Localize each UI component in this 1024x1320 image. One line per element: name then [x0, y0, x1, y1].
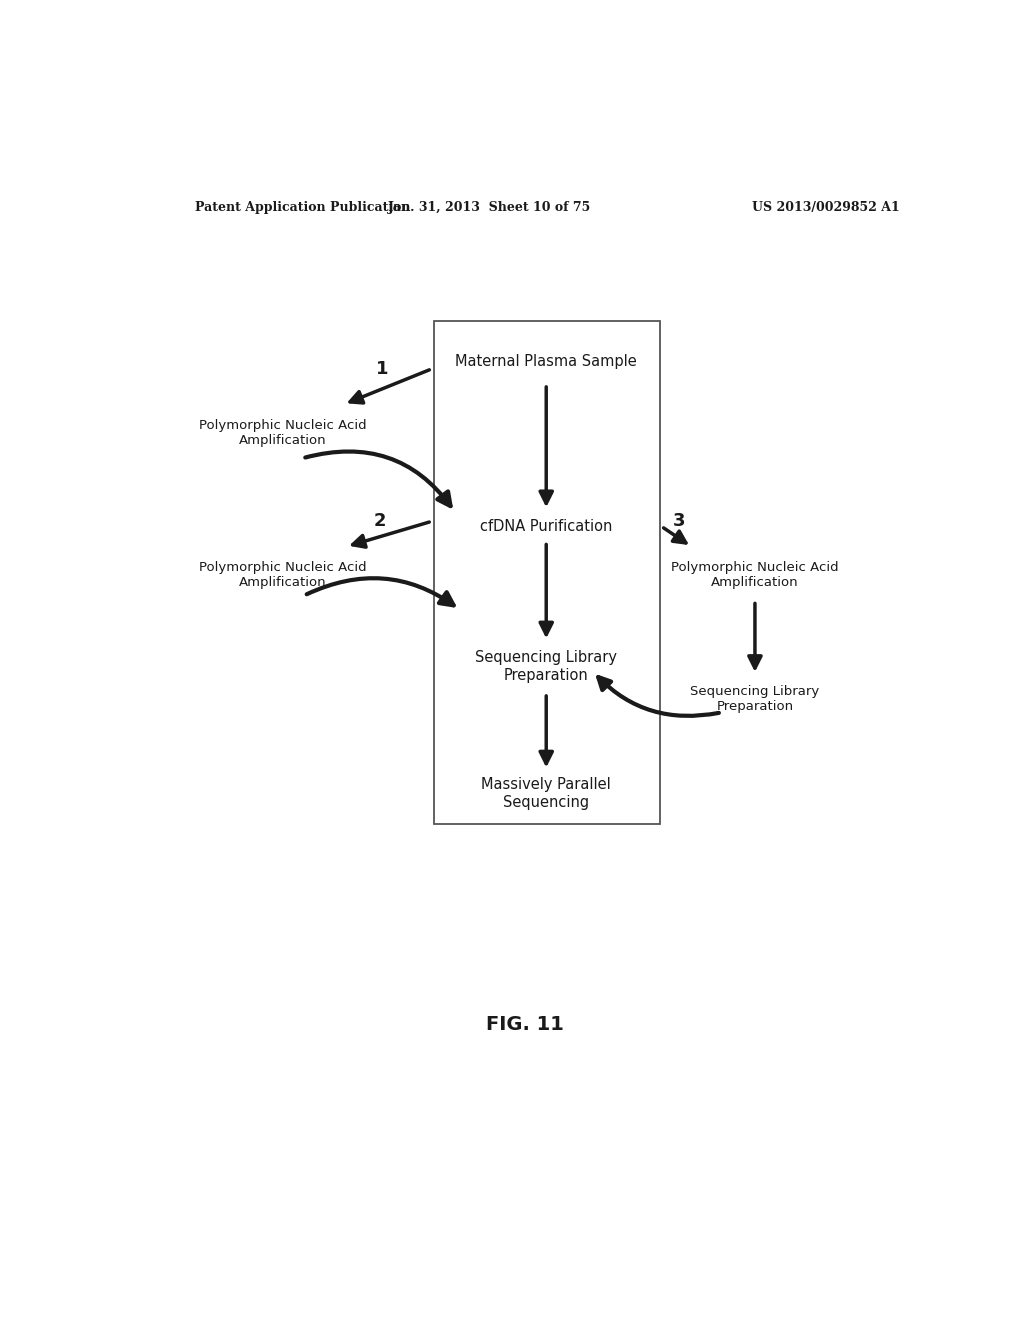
Text: Massively Parallel
Sequencing: Massively Parallel Sequencing: [481, 777, 611, 810]
Text: Patent Application Publication: Patent Application Publication: [196, 201, 411, 214]
Text: 3: 3: [674, 512, 686, 531]
Text: FIG. 11: FIG. 11: [485, 1015, 564, 1034]
Bar: [433, 321, 659, 824]
Text: Jan. 31, 2013  Sheet 10 of 75: Jan. 31, 2013 Sheet 10 of 75: [387, 201, 591, 214]
Text: 1: 1: [376, 360, 388, 378]
Text: US 2013/0029852 A1: US 2013/0029852 A1: [753, 201, 900, 214]
Text: Polymorphic Nucleic Acid
Amplification: Polymorphic Nucleic Acid Amplification: [671, 561, 839, 589]
Text: Sequencing Library
Preparation: Sequencing Library Preparation: [690, 685, 819, 713]
Text: 2: 2: [374, 512, 387, 531]
Text: Maternal Plasma Sample: Maternal Plasma Sample: [456, 354, 637, 370]
Text: Sequencing Library
Preparation: Sequencing Library Preparation: [475, 651, 617, 682]
Text: Polymorphic Nucleic Acid
Amplification: Polymorphic Nucleic Acid Amplification: [199, 418, 367, 447]
Text: cfDNA Purification: cfDNA Purification: [480, 519, 612, 533]
Text: Polymorphic Nucleic Acid
Amplification: Polymorphic Nucleic Acid Amplification: [199, 561, 367, 589]
